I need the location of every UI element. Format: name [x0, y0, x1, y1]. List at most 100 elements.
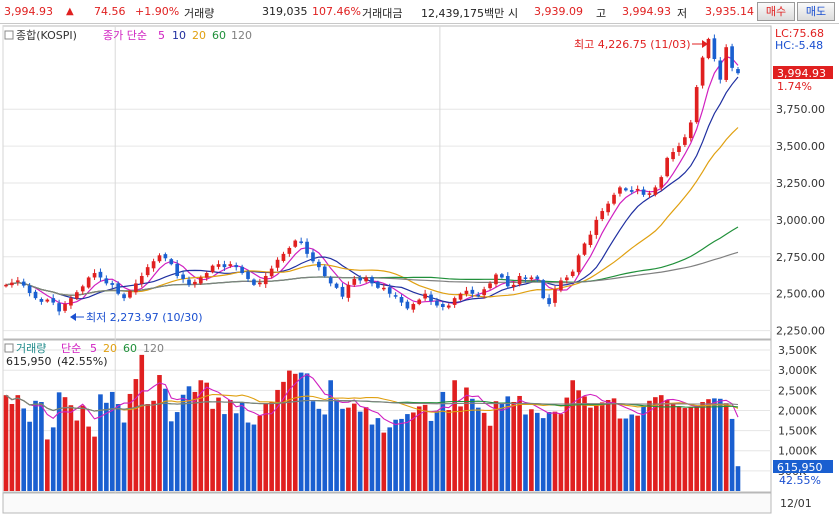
candle [198, 275, 203, 286]
candle [352, 276, 357, 287]
low-annotation: 최저 2,273.97 (10/30) [86, 311, 203, 324]
volume-bar [470, 398, 475, 491]
candle [458, 292, 463, 301]
volume-bar [257, 415, 263, 491]
volume-ratio: 107.46% [312, 5, 361, 18]
candle [92, 269, 97, 280]
volume-bar [434, 410, 440, 491]
candle [151, 258, 156, 272]
candle [240, 264, 244, 275]
volume-bar [381, 432, 387, 491]
candle [57, 299, 61, 316]
volume-bar [56, 392, 62, 491]
candle [606, 201, 610, 216]
volume-bar [411, 412, 416, 491]
volume-bar [357, 411, 363, 491]
price-tick-label: 2,750.00 [776, 251, 825, 264]
candle [299, 237, 303, 245]
volume-bar [588, 407, 593, 491]
volume-bar [552, 411, 558, 491]
up-arrow-icon: ▲ [66, 6, 74, 17]
volume-title: 거래량 [16, 342, 46, 355]
candle [736, 66, 740, 75]
volume-ma-120: 120 [143, 342, 164, 355]
candle [588, 230, 593, 248]
candle [4, 283, 8, 288]
volume-bar [281, 381, 286, 491]
volume-bar [68, 405, 74, 491]
volume-bar [405, 414, 410, 491]
volume-bar [222, 414, 227, 491]
price-chart[interactable]: 3,750.00 3,500.00 3,250.00 3,000.00 2,750.00… [0, 24, 839, 514]
volume-bar [328, 380, 333, 491]
volume-bar [635, 415, 640, 491]
volume-bar [334, 399, 339, 491]
candle [370, 275, 374, 287]
volume-bar [475, 407, 481, 491]
volume-bar [316, 408, 322, 491]
open-value: 3,939.09 [534, 5, 583, 18]
price-change-pct: +1.90% [135, 5, 180, 18]
volume-bar [168, 421, 174, 491]
checkbox-icon[interactable] [4, 343, 14, 353]
candle [169, 257, 174, 266]
volume-bar [45, 439, 50, 491]
candle [15, 277, 20, 286]
candle [157, 253, 162, 263]
volume-bar [104, 402, 109, 491]
checkbox-icon[interactable] [4, 30, 14, 40]
candle [624, 187, 628, 192]
candle [553, 285, 557, 307]
candle [346, 281, 351, 302]
volume-bar [499, 404, 505, 491]
index-label: 종합(KOSPI) [16, 29, 77, 42]
open-label: 시 [508, 7, 519, 20]
buy-button[interactable]: 매수 [757, 2, 795, 21]
volume-bar [546, 412, 552, 491]
candle [21, 278, 26, 288]
candle [665, 156, 669, 178]
volume-bar [145, 404, 150, 491]
candle [541, 278, 546, 300]
price-tick-label: 3,500.00 [776, 140, 825, 153]
candle [187, 276, 191, 287]
volume-bar [393, 419, 398, 491]
volume-bar [487, 425, 493, 491]
volume-bar [98, 394, 103, 491]
volume-bar [611, 398, 617, 491]
volume-bar [723, 403, 729, 491]
volume-bar [50, 427, 56, 491]
candle [576, 253, 581, 276]
candle [269, 265, 274, 279]
candle [724, 44, 729, 83]
candle [600, 208, 605, 222]
sell-button[interactable]: 매도 [797, 2, 835, 21]
candle [80, 284, 85, 295]
volume-bar [121, 422, 127, 491]
candle [464, 286, 469, 297]
volume-bar [493, 401, 499, 491]
candle [570, 269, 575, 278]
volume-bar [340, 408, 345, 491]
volume-bar [375, 418, 381, 491]
candle [718, 57, 723, 84]
volume-tick-label: 3,500K [778, 344, 817, 357]
volume-current: 615,950 [6, 355, 52, 368]
time-axis[interactable] [2, 492, 772, 514]
lc-label: LC:75.68 [775, 27, 824, 40]
candle [51, 294, 56, 306]
price-ma-title: 종가 단순 [103, 29, 147, 42]
volume-tick-label: 1,000K [778, 445, 817, 458]
volume-bar [233, 413, 239, 491]
volume-bar [228, 399, 233, 491]
candle [210, 264, 215, 274]
volume-bar [139, 354, 145, 491]
price-tick-label: 2,500.00 [776, 288, 825, 301]
candle [134, 279, 138, 295]
volume-bar [151, 400, 156, 491]
candle [193, 279, 197, 288]
volume-bar [74, 420, 80, 491]
candle [641, 186, 646, 197]
candle [411, 302, 416, 313]
volume-bar [688, 407, 694, 491]
